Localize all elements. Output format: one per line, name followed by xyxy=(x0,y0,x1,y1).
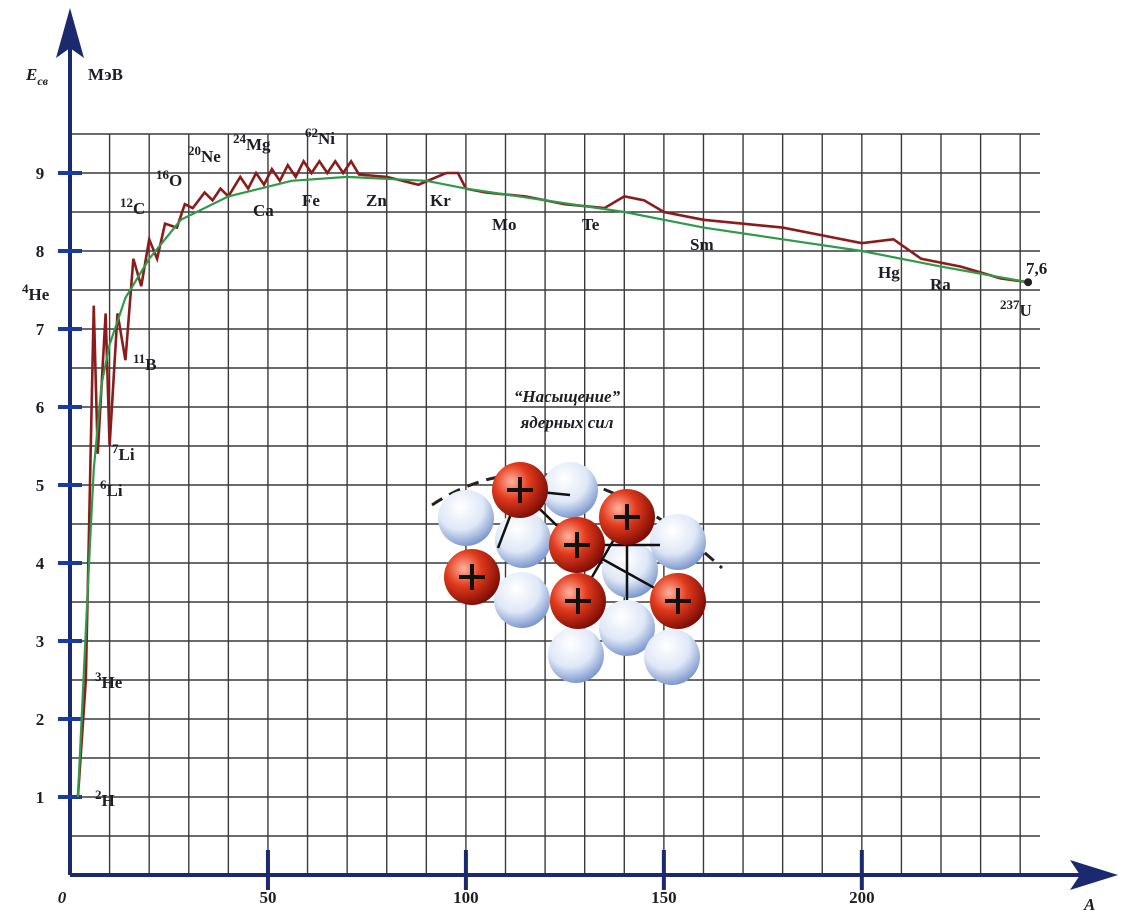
y-axis-arrow xyxy=(56,8,84,58)
neutron xyxy=(438,490,494,546)
series-line xyxy=(76,175,1029,798)
mass-number: 4 xyxy=(22,281,29,296)
mass-number: 6 xyxy=(100,477,107,492)
element-label: 7Li xyxy=(112,441,135,464)
neutron xyxy=(494,572,550,628)
element-label: Ca xyxy=(253,201,274,220)
mass-number: 237 xyxy=(1000,297,1020,312)
x-axis-label: A xyxy=(1083,895,1095,914)
element-label: 237U xyxy=(1000,297,1032,320)
element-symbol: Ca xyxy=(253,201,274,220)
x-tick-label: 50 xyxy=(259,888,276,907)
mass-number: 16 xyxy=(156,167,170,182)
plus-sign xyxy=(565,588,591,614)
mass-number: 3 xyxy=(95,669,102,684)
element-symbol: Mg xyxy=(246,135,271,154)
neutron xyxy=(644,629,700,685)
element-label: Zn xyxy=(366,191,387,210)
neutron xyxy=(542,462,598,518)
element-label: 16O xyxy=(156,167,182,190)
element-label: 2H xyxy=(95,787,115,810)
element-label: 24Mg xyxy=(233,131,271,154)
element-label: Hg xyxy=(878,263,900,282)
element-symbol: H xyxy=(102,791,115,810)
neutron xyxy=(599,600,655,656)
y-unit: МэВ xyxy=(88,65,123,84)
inset-title: “Насыщение” xyxy=(514,387,621,406)
element-symbol: Ne xyxy=(201,147,221,166)
y-tick-label: 3 xyxy=(36,632,45,651)
element-symbol: U xyxy=(1020,301,1032,320)
series-line xyxy=(76,158,1029,798)
mass-number: 11 xyxy=(133,351,145,366)
mass-number: 62 xyxy=(305,125,318,140)
element-symbol: Ni xyxy=(318,129,335,148)
y-tick-label: 5 xyxy=(36,476,45,495)
mass-number: 7 xyxy=(112,441,119,456)
element-symbol: He xyxy=(102,673,123,692)
element-symbol: Sm xyxy=(690,235,714,254)
plus-sign xyxy=(564,532,590,558)
end-value-label: 7,6 xyxy=(1026,259,1047,278)
nucleus-illustration xyxy=(431,462,724,685)
element-symbol: C xyxy=(133,199,145,218)
y-axis-label: Eсв xyxy=(25,65,49,88)
mass-number: 2 xyxy=(95,787,102,802)
element-label: Mo xyxy=(492,215,517,234)
y-tick-label: 4 xyxy=(36,554,45,573)
element-label: Sm xyxy=(690,235,714,254)
element-symbol: He xyxy=(29,285,50,304)
plus-sign xyxy=(665,588,691,614)
x-tick-label: 200 xyxy=(849,888,875,907)
y-tick-label: 2 xyxy=(36,710,45,729)
plus-sign xyxy=(459,564,485,590)
neutron xyxy=(650,514,706,570)
element-symbol: Kr xyxy=(430,191,451,210)
element-symbol: B xyxy=(145,355,156,374)
element-label: 4He xyxy=(22,281,50,304)
element-label: 11B xyxy=(133,351,157,374)
neutron xyxy=(602,542,658,598)
element-label: 20Ne xyxy=(188,143,221,166)
element-label: Te xyxy=(582,215,600,234)
x-axis-arrow xyxy=(1070,860,1118,890)
element-symbol: Zn xyxy=(366,191,387,210)
element-label: 62Ni xyxy=(305,125,335,148)
element-symbol: Li xyxy=(119,445,135,464)
x-tick-label: 150 xyxy=(651,888,677,907)
y-label-sub: св xyxy=(37,74,48,88)
mass-number: 12 xyxy=(120,195,133,210)
element-symbol: Ra xyxy=(930,275,951,294)
mass-number: 20 xyxy=(188,143,201,158)
element-label: 3He xyxy=(95,669,123,692)
element-label: Fe xyxy=(302,191,320,210)
element-label: 6Li xyxy=(100,477,123,500)
y-tick-label: 9 xyxy=(36,164,45,183)
element-label: 12C xyxy=(120,195,145,218)
mass-number: 24 xyxy=(233,131,247,146)
y-tick-label: 6 xyxy=(36,398,45,417)
plus-sign xyxy=(507,477,533,503)
y-tick-label: 8 xyxy=(36,242,45,261)
plus-sign xyxy=(614,504,640,530)
element-symbol: Fe xyxy=(302,191,320,210)
y-tick-label: 1 xyxy=(36,788,45,807)
inset-title: ядерных сил xyxy=(520,413,614,432)
x-tick-label: 100 xyxy=(453,888,479,907)
neutron xyxy=(548,627,604,683)
element-symbol: Li xyxy=(107,481,123,500)
y-tick-label: 7 xyxy=(36,320,45,339)
element-label: Ra xyxy=(930,275,951,294)
element-symbol: Te xyxy=(582,215,600,234)
element-label: Kr xyxy=(430,191,451,210)
y-label: E xyxy=(25,65,37,84)
end-point xyxy=(1024,278,1033,287)
element-symbol: Hg xyxy=(878,263,900,282)
neutron xyxy=(495,512,551,568)
element-symbol: O xyxy=(169,171,182,190)
element-symbol: Mo xyxy=(492,215,517,234)
x-tick-label: 0 xyxy=(58,888,67,907)
